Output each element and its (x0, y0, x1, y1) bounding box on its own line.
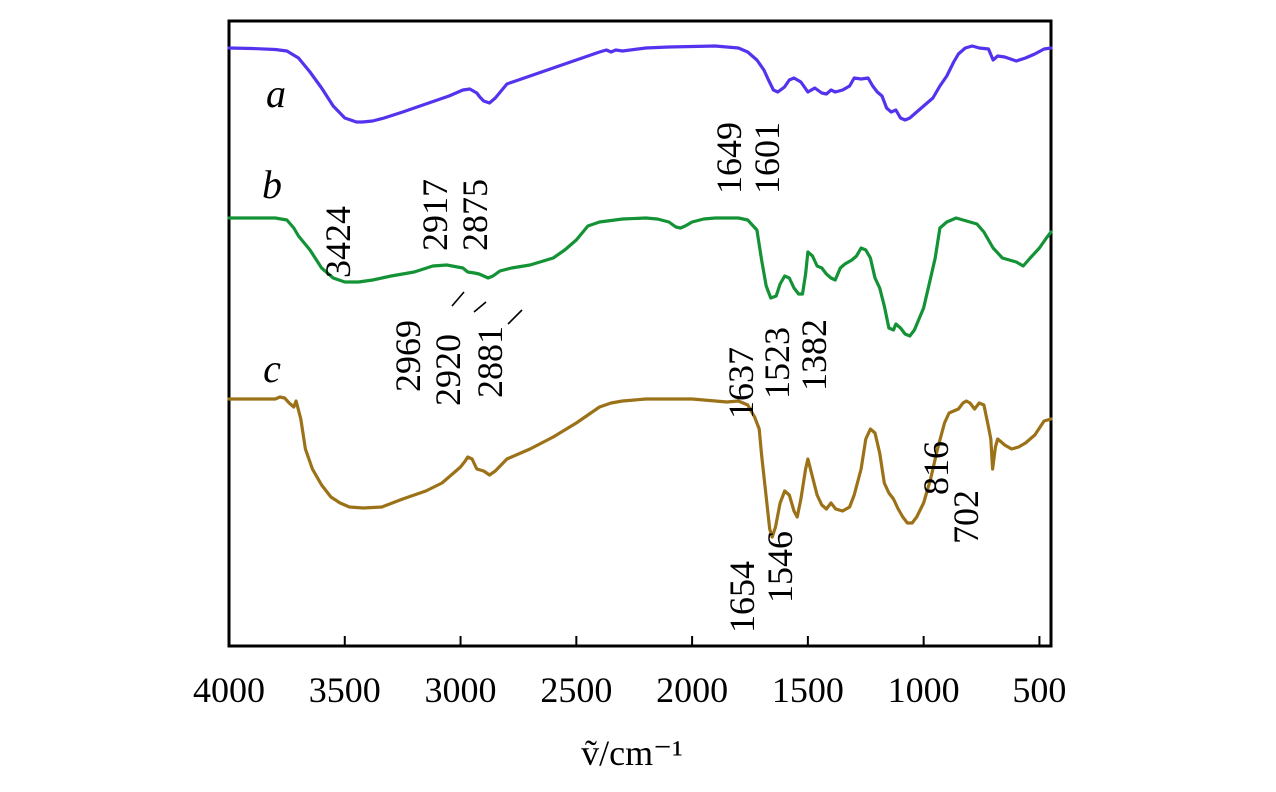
peak-label-1601: 1601 (747, 122, 787, 194)
peak-label-1649: 1649 (709, 122, 749, 194)
plot-frame (227, 19, 1053, 648)
x-tick-label: 1500 (772, 670, 844, 710)
peak-label-3424: 3424 (318, 206, 358, 278)
annotation-leader (451, 291, 465, 307)
peak-label-2875: 2875 (455, 179, 495, 251)
series-label-b: b (262, 162, 282, 207)
series-label-c: c (263, 346, 281, 391)
annotation-leader (473, 301, 487, 313)
x-tick-labels: 4000 3500 3000 2500 2000 1500 1000 500 (193, 670, 1066, 710)
peak-label-1523: 1523 (757, 327, 797, 399)
series-label-a: a (266, 71, 286, 116)
peak-label-2920: 2920 (428, 334, 468, 406)
series-line-a (227, 44, 1053, 124)
x-ticks (228, 636, 1041, 646)
x-tick-label: 2000 (656, 670, 728, 710)
x-tick-label: 3500 (309, 670, 381, 710)
annotation-leader (507, 309, 523, 325)
peak-label-1546: 1546 (760, 531, 800, 603)
peak-label-1654: 1654 (722, 561, 762, 633)
series-line-c (227, 395, 1053, 539)
peak-label-1382: 1382 (794, 319, 834, 391)
x-tick-label: 1000 (888, 670, 960, 710)
series-line-b (227, 216, 1053, 338)
peak-label-816: 816 (916, 441, 956, 495)
x-tick-label: 500 (1012, 670, 1066, 710)
series-labels: a b c (262, 71, 286, 391)
x-tick-label: 4000 (193, 670, 265, 710)
annotation-leaders (451, 291, 523, 325)
peak-label-702: 702 (946, 490, 986, 544)
x-axis-title: ṽ/cm⁻¹ (581, 733, 683, 773)
series-lines (227, 44, 1053, 539)
peak-label-2917: 2917 (415, 179, 455, 251)
peak-label-2969: 2969 (388, 320, 428, 392)
x-tick-label: 2500 (540, 670, 612, 710)
peak-label-1637: 1637 (721, 347, 761, 419)
peak-label-2881: 2881 (470, 326, 510, 398)
x-tick-label: 3000 (425, 670, 497, 710)
